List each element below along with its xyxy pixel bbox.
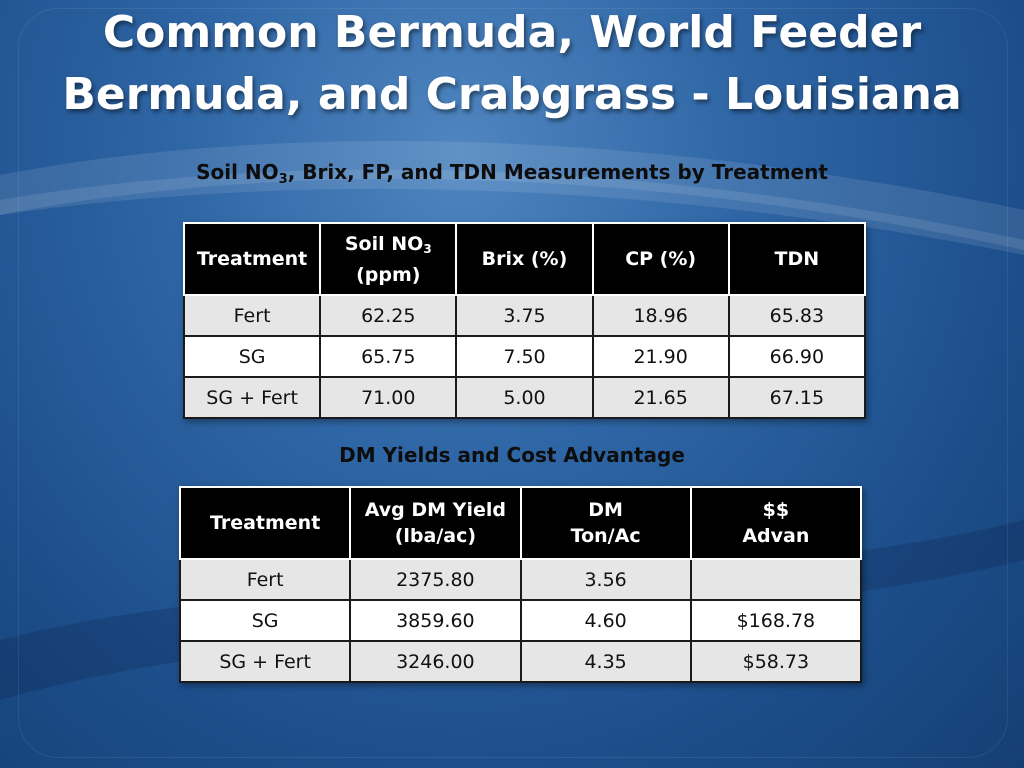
header-soil-unit: (ppm) xyxy=(356,263,421,286)
slide-title: Common Bermuda, World Feeder Bermuda, an… xyxy=(0,2,1024,126)
table1-caption-sub: 3 xyxy=(278,172,288,187)
title-line-2: Bermuda, and Crabgrass - Louisiana xyxy=(62,69,962,120)
table-cell: SG + Fert xyxy=(178,640,352,683)
table-cell: 4.60 xyxy=(519,599,692,642)
table-row: Fert 2375.80 3.56 xyxy=(178,558,863,601)
header-tdn: TDN xyxy=(727,222,867,296)
table-cell: 3.56 xyxy=(519,558,692,601)
table-cell: 66.90 xyxy=(727,335,867,378)
table-cell: 65.83 xyxy=(727,294,867,337)
table1-caption: Soil NO3, Brix, FP, and TDN Measurements… xyxy=(0,160,1024,187)
table-row: SG 65.75 7.50 21.90 66.90 xyxy=(182,335,867,378)
table-header-row: Treatment Avg DM Yield (lba/ac) DM Ton/Ac … xyxy=(178,486,863,560)
table-cell: 62.25 xyxy=(319,294,458,337)
table-cell: 3859.60 xyxy=(349,599,522,642)
header-soil-sub: 3 xyxy=(423,241,432,256)
table-cell: $58.73 xyxy=(689,640,863,683)
header-brix: Brix (%) xyxy=(455,222,594,296)
table-row: SG + Fert 3246.00 4.35 $58.73 xyxy=(178,640,863,683)
table2-caption: DM Yields and Cost Advantage xyxy=(339,443,685,467)
table-cell: 18.96 xyxy=(591,294,730,337)
table-cell: 71.00 xyxy=(319,376,458,419)
header-dm-line2: Ton/Ac xyxy=(570,525,641,547)
title-line-1: Common Bermuda, World Feeder xyxy=(102,7,922,58)
header-adv-line2: Advan xyxy=(742,525,810,547)
table-cell: SG xyxy=(178,599,352,642)
table-cell: 5.00 xyxy=(455,376,594,419)
slide-frame xyxy=(18,8,1008,758)
table-row: SG 3859.60 4.60 $168.78 xyxy=(178,599,863,642)
table1-caption-pre: Soil NO xyxy=(196,160,279,184)
header-treatment: Treatment xyxy=(182,222,322,296)
header-yield-line1: Avg DM Yield xyxy=(364,499,506,521)
header-soil-pre: Soil NO xyxy=(344,232,424,255)
header-dm-line1: DM xyxy=(588,499,623,521)
header-dm-ton-ac: DM Ton/Ac xyxy=(519,486,692,560)
table-cell: 21.90 xyxy=(591,335,730,378)
table-cell: Fert xyxy=(182,294,322,337)
table-cell: 3246.00 xyxy=(349,640,522,683)
table-cell: 7.50 xyxy=(455,335,594,378)
table1-caption-post: , Brix, FP, and TDN Measurements by Trea… xyxy=(287,160,828,184)
table-row: SG + Fert 71.00 5.00 21.65 67.15 xyxy=(182,376,867,419)
header-treatment: Treatment xyxy=(178,486,352,560)
measurements-table: Treatment Soil NO3 (ppm) Brix (%) CP (%) … xyxy=(182,222,867,419)
table-cell: 3.75 xyxy=(455,294,594,337)
table-cell: 2375.80 xyxy=(349,558,522,601)
header-avg-dm-yield: Avg DM Yield (lba/ac) xyxy=(349,486,522,560)
table-cell: 65.75 xyxy=(319,335,458,378)
table-cell: Fert xyxy=(178,558,352,601)
header-advantage: $$ Advan xyxy=(689,486,863,560)
table-cell: $168.78 xyxy=(689,599,863,642)
yields-table: Treatment Avg DM Yield (lba/ac) DM Ton/Ac … xyxy=(178,486,863,683)
table-cell xyxy=(689,558,863,601)
header-cp: CP (%) xyxy=(591,222,730,296)
table-cell: 21.65 xyxy=(591,376,730,419)
table-cell: SG xyxy=(182,335,322,378)
header-adv-line1: $$ xyxy=(762,499,790,521)
table-row: Fert 62.25 3.75 18.96 65.83 xyxy=(182,294,867,337)
table-cell: 4.35 xyxy=(519,640,692,683)
table-cell: SG + Fert xyxy=(182,376,322,419)
table-header-row: Treatment Soil NO3 (ppm) Brix (%) CP (%) … xyxy=(182,222,867,296)
header-yield-line2: (lba/ac) xyxy=(394,525,477,547)
header-soil-no3: Soil NO3 (ppm) xyxy=(319,222,458,296)
table-cell: 67.15 xyxy=(727,376,867,419)
